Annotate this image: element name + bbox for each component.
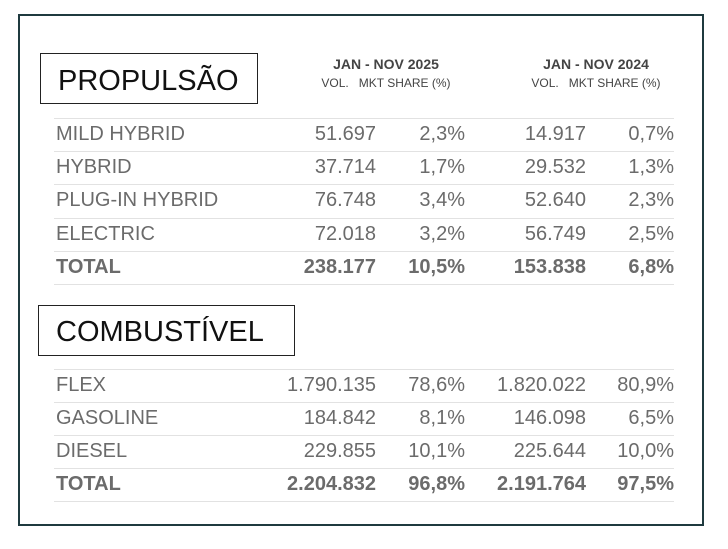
share-2025: 3,2% [419, 223, 465, 245]
period-2025-header: JAN - NOV 2025 [333, 56, 439, 72]
total-row: TOTAL 2.204.832 96,8% 2.191.764 97,5% [54, 468, 674, 502]
vol-2025: 238.177 [303, 256, 376, 278]
share-2025: 10,5% [408, 256, 465, 278]
table-row: MILD HYBRID 51.697 2,3% 14.917 0,7% [54, 118, 674, 151]
period-2024-header: JAN - NOV 2024 [543, 56, 649, 72]
share-2025: 2,3% [419, 123, 465, 145]
vol-2024: 2.191.764 [497, 473, 586, 495]
vol-2024: 225.644 [513, 440, 586, 462]
fuel-section-title: COMBUSTÍVEL [38, 305, 295, 356]
share-2024: 0,7% [628, 123, 674, 145]
propulsion-section-title: PROPULSÃO [40, 53, 258, 104]
vol-2024: 56.749 [524, 223, 586, 245]
row-label: DIESEL [56, 440, 128, 462]
row-label: FLEX [56, 374, 107, 396]
share-2025: 3,4% [419, 189, 465, 211]
table-row: GASOLINE 184.842 8,1% 146.098 6,5% [54, 402, 674, 435]
subheader-2025: VOL. MKT SHARE (%) [321, 76, 451, 90]
share-2024: 2,3% [628, 189, 674, 211]
table-row: HYBRID 37.714 1,7% 29.532 1,3% [54, 151, 674, 184]
row-label: TOTAL [56, 473, 121, 495]
vol-2025: 37.714 [314, 156, 376, 178]
table-row: ELECTRIC 72.018 3,2% 56.749 2,5% [54, 218, 674, 251]
share-2025: 10,1% [408, 440, 465, 462]
vol-2024: 153.838 [513, 256, 586, 278]
vol-2025: 184.842 [303, 407, 376, 429]
share-2024: 6,8% [628, 256, 674, 278]
vol-2024: 1.820.022 [497, 374, 586, 396]
vol-2024: 29.532 [524, 156, 586, 178]
share-2025: 96,8% [408, 473, 465, 495]
share-2025: 8,1% [419, 407, 465, 429]
share-2024: 2,5% [628, 223, 674, 245]
share-2024: 10,0% [617, 440, 674, 462]
vol-2025: 76.748 [314, 189, 376, 211]
vol-2025: 1.790.135 [287, 374, 376, 396]
vol-2025: 2.204.832 [287, 473, 376, 495]
table-row: DIESEL 229.855 10,1% 225.644 10,0% [54, 435, 674, 468]
subheader-2024: VOL. MKT SHARE (%) [531, 76, 661, 90]
vol-2025: 51.697 [314, 123, 376, 145]
share-2024: 1,3% [628, 156, 674, 178]
share-2025: 78,6% [408, 374, 465, 396]
vol-2024: 52.640 [524, 189, 586, 211]
vol-2024: 14.917 [524, 123, 586, 145]
vol-2024: 146.098 [513, 407, 586, 429]
table-row: FLEX 1.790.135 78,6% 1.820.022 80,9% [54, 369, 674, 402]
vol-2025: 229.855 [303, 440, 376, 462]
table-row: PLUG-IN HYBRID 76.748 3,4% 52.640 2,3% [54, 184, 674, 217]
share-2025: 1,7% [419, 156, 465, 178]
total-row: TOTAL 238.177 10,5% 153.838 6,8% [54, 251, 674, 285]
row-label: GASOLINE [56, 407, 159, 429]
share-2024: 97,5% [617, 473, 674, 495]
row-label: MILD HYBRID [56, 123, 185, 145]
row-label: ELECTRIC [56, 223, 155, 245]
row-label: HYBRID [56, 156, 132, 178]
share-2024: 80,9% [617, 374, 674, 396]
row-label: TOTAL [56, 256, 121, 278]
vol-2025: 72.018 [314, 223, 376, 245]
row-label: PLUG-IN HYBRID [56, 189, 219, 211]
share-2024: 6,5% [628, 407, 674, 429]
